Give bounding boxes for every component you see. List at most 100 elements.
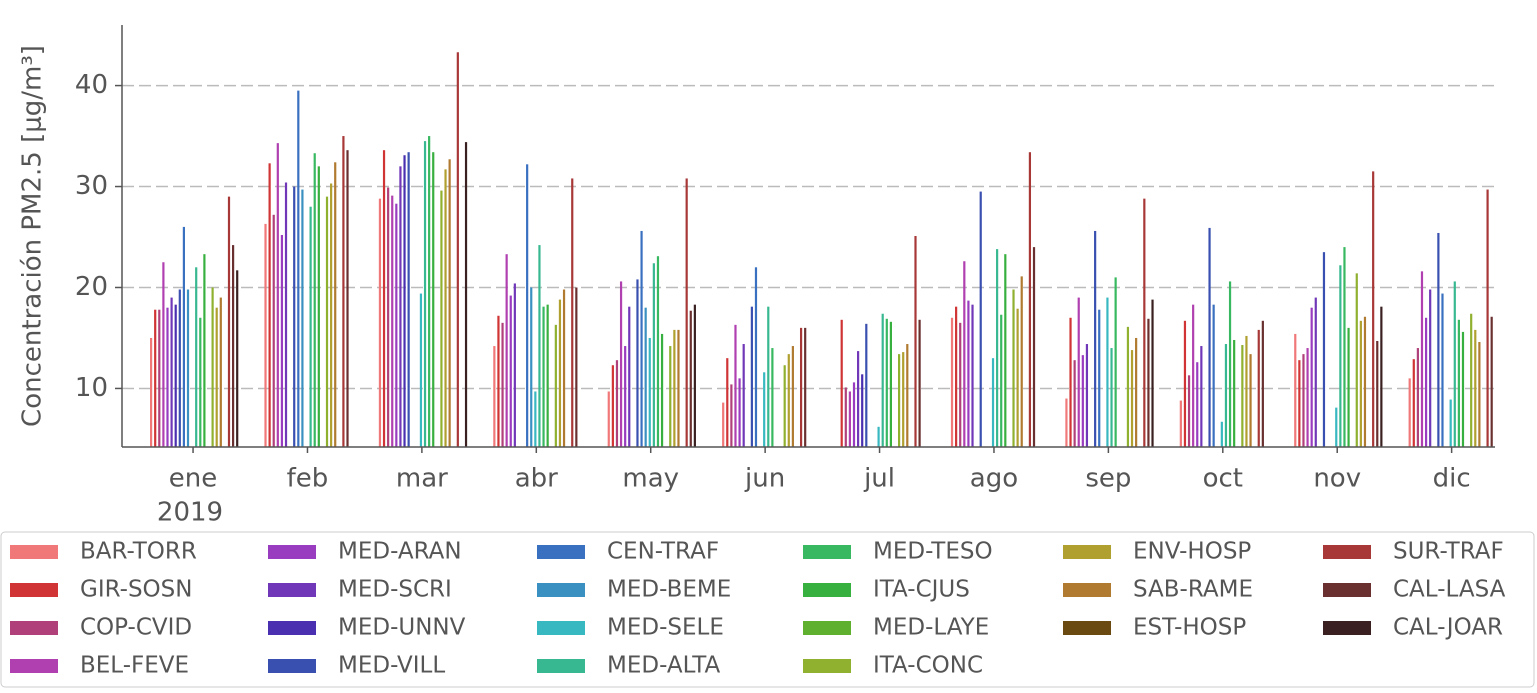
bar: [1470, 313, 1473, 447]
legend-swatch: [268, 621, 316, 635]
bar: [991, 358, 995, 447]
bar: [1196, 362, 1199, 447]
bar: [178, 289, 181, 447]
bar: [1020, 276, 1023, 447]
bar: [791, 346, 794, 447]
bar: [885, 318, 888, 447]
legend-label: SUR-TRAF: [1393, 539, 1504, 565]
legend-label: CAL-JOAR: [1393, 615, 1503, 641]
bar: [1147, 318, 1150, 447]
bar: [1339, 265, 1342, 447]
bar: [1143, 198, 1146, 447]
y-tick-label: 40: [75, 70, 108, 100]
legend-swatch: [803, 545, 851, 559]
bar: [783, 365, 786, 447]
bar: [534, 391, 537, 447]
legend-swatch: [1063, 545, 1111, 559]
bar: [950, 317, 954, 447]
legend-label: BEL-FEVE: [80, 653, 189, 679]
bar: [382, 150, 386, 448]
bar: [199, 317, 202, 447]
bar: [1416, 348, 1419, 447]
bar: [1376, 340, 1379, 447]
bar: [963, 261, 966, 447]
bar: [906, 344, 909, 447]
bar: [313, 153, 316, 447]
bar: [734, 324, 737, 447]
legend-label: MED-ALTA: [607, 653, 721, 679]
legend-swatch: [10, 659, 58, 673]
x-tick-label: dic: [1433, 464, 1471, 494]
bar: [554, 324, 557, 447]
bar: [722, 402, 725, 447]
bar: [509, 295, 512, 447]
bar: [203, 254, 206, 447]
bar: [1380, 306, 1383, 447]
bar: [1449, 399, 1452, 447]
bar: [330, 183, 333, 448]
bar: [182, 226, 185, 447]
bar: [615, 360, 619, 447]
legend-label: SAB-RAME: [1133, 577, 1253, 603]
bar: [268, 163, 271, 447]
legend-swatch: [10, 545, 58, 559]
legend-swatch: [1063, 621, 1111, 635]
x-tick-label: sep: [1085, 464, 1131, 494]
bar: [685, 178, 688, 448]
bar: [1028, 152, 1032, 447]
bar: [419, 293, 423, 447]
legend-label: MED-TESO: [873, 539, 993, 565]
bar: [1233, 339, 1236, 447]
bar: [432, 152, 435, 447]
bar: [1200, 346, 1203, 447]
bar: [689, 310, 692, 447]
bar: [1073, 360, 1076, 447]
legend-swatch: [537, 583, 585, 597]
bar: [804, 327, 807, 447]
bar: [979, 191, 982, 447]
bar: [1245, 335, 1248, 447]
legend-swatch: [268, 545, 316, 559]
bar: [1114, 277, 1117, 447]
bar: [971, 304, 974, 447]
bar: [448, 159, 451, 448]
y-tick-label: 30: [75, 171, 108, 201]
bar: [1412, 359, 1415, 447]
bar: [1420, 271, 1424, 447]
bar: [607, 391, 610, 447]
bar: [902, 352, 905, 447]
bar: [236, 270, 239, 447]
bar: [640, 230, 643, 447]
bar: [530, 287, 533, 447]
bar: [624, 346, 627, 447]
bar: [955, 306, 958, 447]
bar: [493, 346, 496, 447]
bar: [914, 236, 917, 447]
bar: [1343, 247, 1346, 447]
y-tick-label: 20: [75, 272, 108, 302]
bar: [628, 306, 631, 447]
y-axis-label: Concentración PM2.5 [μg/m³]: [18, 45, 48, 427]
legend-label: MED-BEME: [607, 577, 731, 603]
bar: [648, 337, 651, 447]
bar: [428, 136, 431, 448]
bar: [1098, 309, 1101, 447]
x-tick-label: feb: [287, 464, 329, 494]
legend-label: ITA-CJUS: [873, 577, 970, 603]
bar: [889, 321, 892, 447]
legend-label: BAR-TORR: [80, 539, 197, 565]
legend-label: ITA-CONC: [873, 653, 983, 679]
bar: [787, 354, 790, 447]
bar: [1298, 360, 1301, 447]
bar: [1437, 232, 1440, 447]
bar: [1179, 400, 1182, 447]
legend-label: MED-SCRI: [338, 577, 452, 603]
bar: [387, 187, 390, 448]
bar: [195, 267, 198, 447]
x-tick-label: oct: [1203, 464, 1243, 494]
x-tick-label: ago: [970, 464, 1018, 494]
legend: BAR-TORR GIR-SOSN COP-CVID BEL-FEVE MED-ARAN…: [10, 539, 1506, 679]
bar: [1228, 281, 1232, 447]
bar: [611, 365, 614, 447]
legend-label: CAL-LASA: [1393, 577, 1506, 603]
